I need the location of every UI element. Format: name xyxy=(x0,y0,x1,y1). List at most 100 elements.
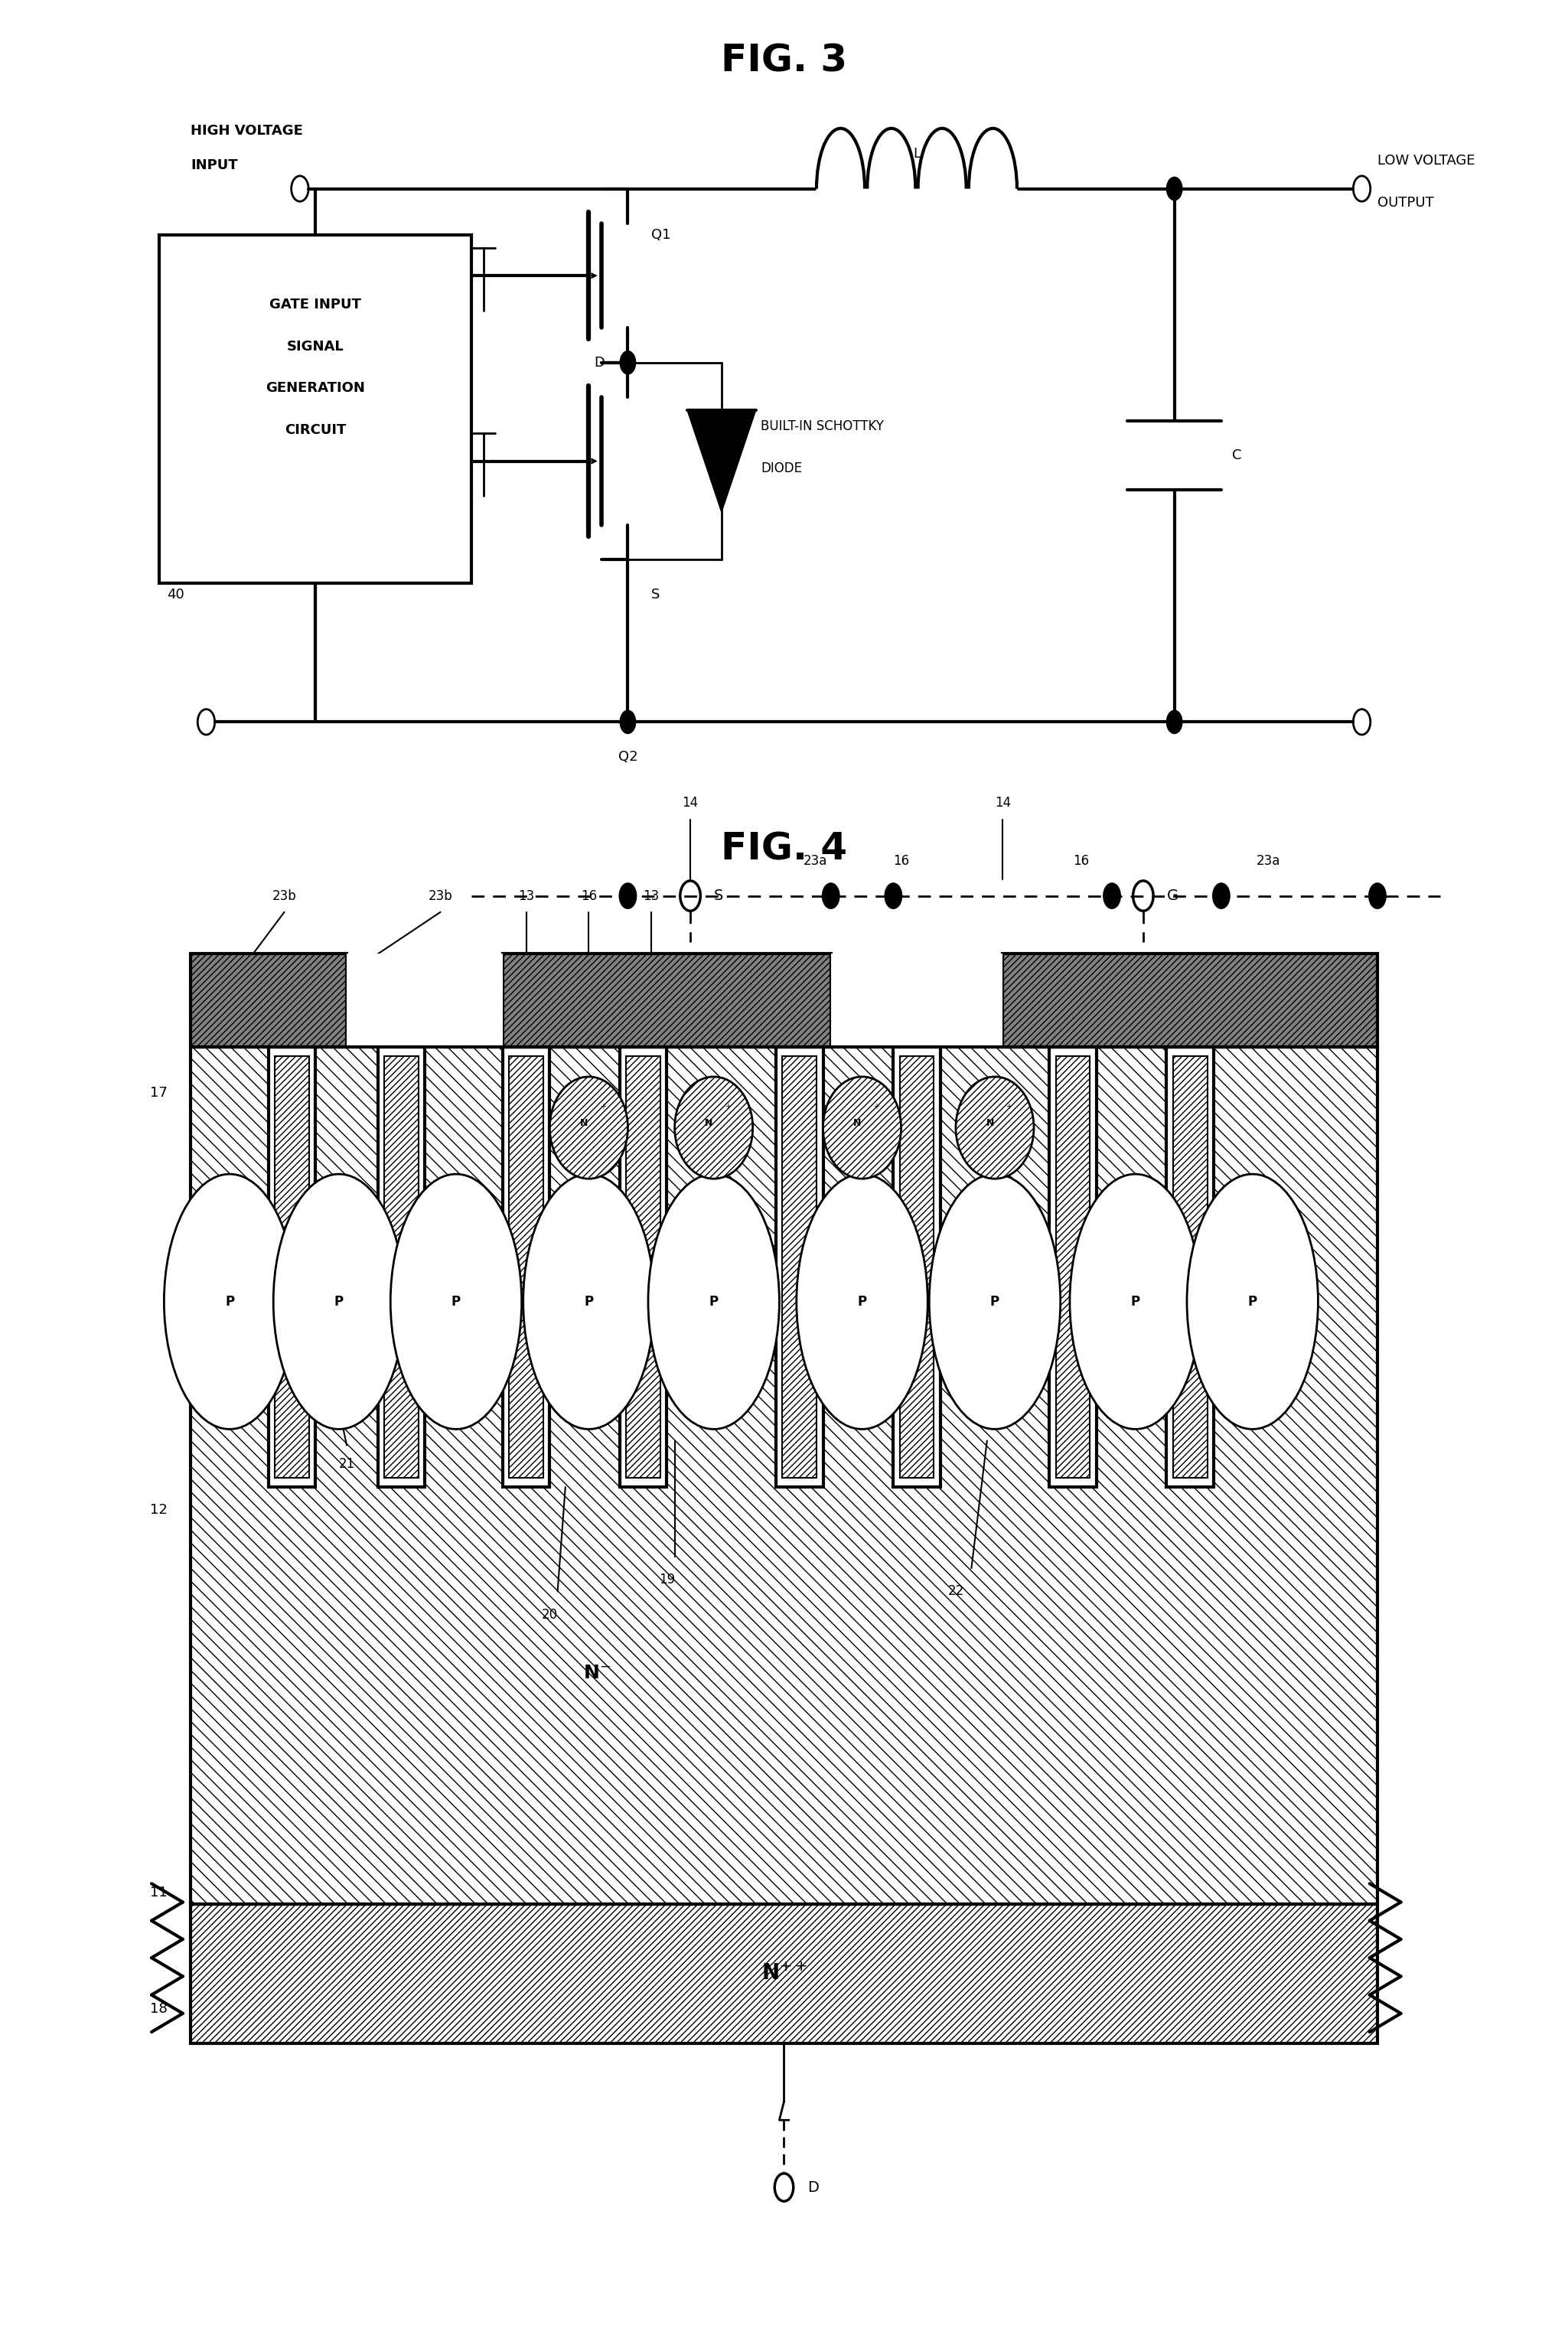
Text: +: + xyxy=(873,1102,880,1111)
Text: N: N xyxy=(706,1118,713,1128)
Bar xyxy=(347,953,503,1046)
Text: 14: 14 xyxy=(682,795,698,809)
Text: N: N xyxy=(986,1118,994,1128)
Text: P: P xyxy=(709,1295,718,1309)
Circle shape xyxy=(619,351,635,374)
Bar xyxy=(1002,953,1377,1046)
Text: 13: 13 xyxy=(517,888,535,902)
Text: S: S xyxy=(651,588,660,602)
Ellipse shape xyxy=(273,1174,405,1430)
Bar xyxy=(1173,1056,1207,1479)
Bar xyxy=(268,1046,315,1488)
Bar xyxy=(894,1046,941,1488)
Bar xyxy=(1049,1046,1096,1488)
Text: P: P xyxy=(1131,1295,1140,1309)
Bar xyxy=(626,1056,660,1479)
Text: Q2: Q2 xyxy=(618,751,638,763)
Text: 16: 16 xyxy=(894,853,909,867)
Text: FIG. 3: FIG. 3 xyxy=(721,42,847,79)
Circle shape xyxy=(1167,711,1182,735)
Text: N: N xyxy=(853,1118,861,1128)
Bar xyxy=(274,1056,309,1479)
Text: LOW VOLTAGE: LOW VOLTAGE xyxy=(1377,153,1475,167)
Bar xyxy=(191,1046,1377,1904)
Bar xyxy=(160,235,472,584)
Text: 14: 14 xyxy=(994,795,1011,809)
Text: GATE INPUT: GATE INPUT xyxy=(270,298,361,312)
Text: 20: 20 xyxy=(541,1609,558,1621)
Text: SIGNAL: SIGNAL xyxy=(287,339,343,353)
Text: N$^{++}$: N$^{++}$ xyxy=(760,1962,808,1986)
Circle shape xyxy=(884,884,902,909)
Bar xyxy=(776,1046,823,1488)
Circle shape xyxy=(619,711,635,735)
Text: 17: 17 xyxy=(149,1086,168,1100)
Text: 23a: 23a xyxy=(1256,853,1279,867)
Bar xyxy=(1055,1056,1090,1479)
Bar xyxy=(191,953,347,1046)
Text: 40: 40 xyxy=(168,588,185,602)
Ellipse shape xyxy=(1069,1174,1201,1430)
Text: GENERATION: GENERATION xyxy=(267,381,365,395)
Text: +: + xyxy=(1005,1102,1011,1111)
Ellipse shape xyxy=(165,1174,295,1430)
Bar xyxy=(831,953,1002,1046)
Text: P: P xyxy=(989,1295,999,1309)
Text: 18: 18 xyxy=(151,2002,168,2016)
Ellipse shape xyxy=(550,1076,627,1179)
Ellipse shape xyxy=(797,1174,928,1430)
Ellipse shape xyxy=(823,1076,902,1179)
Bar xyxy=(503,1046,550,1488)
Bar xyxy=(619,1046,666,1488)
Ellipse shape xyxy=(524,1174,654,1430)
Text: D: D xyxy=(808,2181,818,2195)
Text: 19: 19 xyxy=(659,1574,674,1586)
Circle shape xyxy=(619,884,637,909)
Text: 11: 11 xyxy=(151,1886,168,1900)
Polygon shape xyxy=(687,409,756,512)
Bar xyxy=(782,1056,817,1479)
Text: G: G xyxy=(1167,888,1178,902)
Text: Q1: Q1 xyxy=(651,228,671,242)
Text: CIRCUIT: CIRCUIT xyxy=(285,423,347,437)
Text: 13: 13 xyxy=(643,888,660,902)
Text: P: P xyxy=(585,1295,593,1309)
Text: P: P xyxy=(858,1295,867,1309)
Text: 23a: 23a xyxy=(803,853,828,867)
Text: 22: 22 xyxy=(947,1586,964,1597)
Bar xyxy=(191,1904,1377,2044)
Bar xyxy=(384,1056,419,1479)
Ellipse shape xyxy=(956,1076,1033,1179)
Ellipse shape xyxy=(390,1174,522,1430)
Text: P: P xyxy=(224,1295,234,1309)
Ellipse shape xyxy=(674,1076,753,1179)
Text: S: S xyxy=(713,888,723,902)
Text: D: D xyxy=(594,356,604,370)
Text: P: P xyxy=(452,1295,461,1309)
Bar xyxy=(510,1056,544,1479)
Bar xyxy=(378,1046,425,1488)
Text: +: + xyxy=(724,1102,731,1111)
Text: FIG. 4: FIG. 4 xyxy=(721,830,847,867)
Text: N$^{-}$: N$^{-}$ xyxy=(583,1662,610,1681)
Circle shape xyxy=(1104,884,1121,909)
Text: P: P xyxy=(1248,1295,1258,1309)
Circle shape xyxy=(822,884,839,909)
Circle shape xyxy=(1167,177,1182,200)
Text: HIGH VOLTAGE: HIGH VOLTAGE xyxy=(191,123,303,137)
Text: 23b: 23b xyxy=(428,888,453,902)
Text: 16: 16 xyxy=(580,888,597,902)
Text: +: + xyxy=(601,1102,605,1111)
Ellipse shape xyxy=(648,1174,779,1430)
Circle shape xyxy=(1212,884,1229,909)
Bar xyxy=(503,953,831,1046)
Text: P: P xyxy=(334,1295,343,1309)
Bar xyxy=(900,1056,935,1479)
Text: DIODE: DIODE xyxy=(760,460,801,474)
Text: N: N xyxy=(580,1118,588,1128)
Bar xyxy=(1167,1046,1214,1488)
Text: 21: 21 xyxy=(339,1458,354,1472)
Circle shape xyxy=(1369,884,1386,909)
Text: INPUT: INPUT xyxy=(191,158,238,172)
Text: 23b: 23b xyxy=(273,888,296,902)
